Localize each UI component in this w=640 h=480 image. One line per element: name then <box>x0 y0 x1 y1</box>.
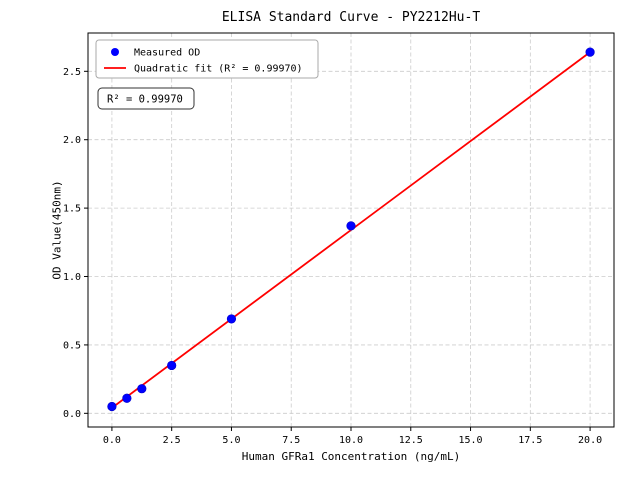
r-squared-annotation-box <box>97 87 195 110</box>
data-point <box>122 393 132 403</box>
y-tick-label: 0.0 <box>63 409 81 420</box>
data-point <box>585 47 595 57</box>
data-point <box>346 221 356 231</box>
x-tick-label: 17.5 <box>518 435 542 446</box>
data-point <box>107 401 117 412</box>
x-tick-label: 0.0 <box>103 435 121 446</box>
legend-label: Measured OD <box>134 48 200 59</box>
x-tick-label: 15.0 <box>458 435 482 446</box>
legend-marker-scatter <box>111 48 119 56</box>
x-tick-label: 2.5 <box>163 435 181 446</box>
r-squared-annotation-text: R² = 0.99970 <box>107 94 183 106</box>
y-tick-label: 1.0 <box>63 272 81 283</box>
chart-title: ELISA Standard Curve - PY2212Hu-T <box>221 10 481 25</box>
x-tick-label: 20.0 <box>578 435 602 446</box>
y-tick-label: 1.5 <box>63 204 81 215</box>
data-point <box>167 360 177 371</box>
x-tick-label: 5.0 <box>222 435 240 446</box>
x-tick-label: 7.5 <box>282 435 300 446</box>
legend-box <box>95 39 319 79</box>
x-axis-label: Human GFRa1 Concentration (ng/mL) <box>241 450 461 463</box>
y-tick-label: 2.0 <box>63 135 81 146</box>
y-tick-label: 0.5 <box>63 340 81 351</box>
plot-frame <box>87 32 615 428</box>
x-tick-label: 12.5 <box>399 435 423 446</box>
y-tick-label: 2.5 <box>63 67 81 78</box>
legend-label: Quadratic fit (R² = 0.99970) <box>134 64 303 75</box>
data-point <box>226 314 237 324</box>
data-point <box>137 384 147 394</box>
x-tick-label: 10.0 <box>339 435 363 446</box>
